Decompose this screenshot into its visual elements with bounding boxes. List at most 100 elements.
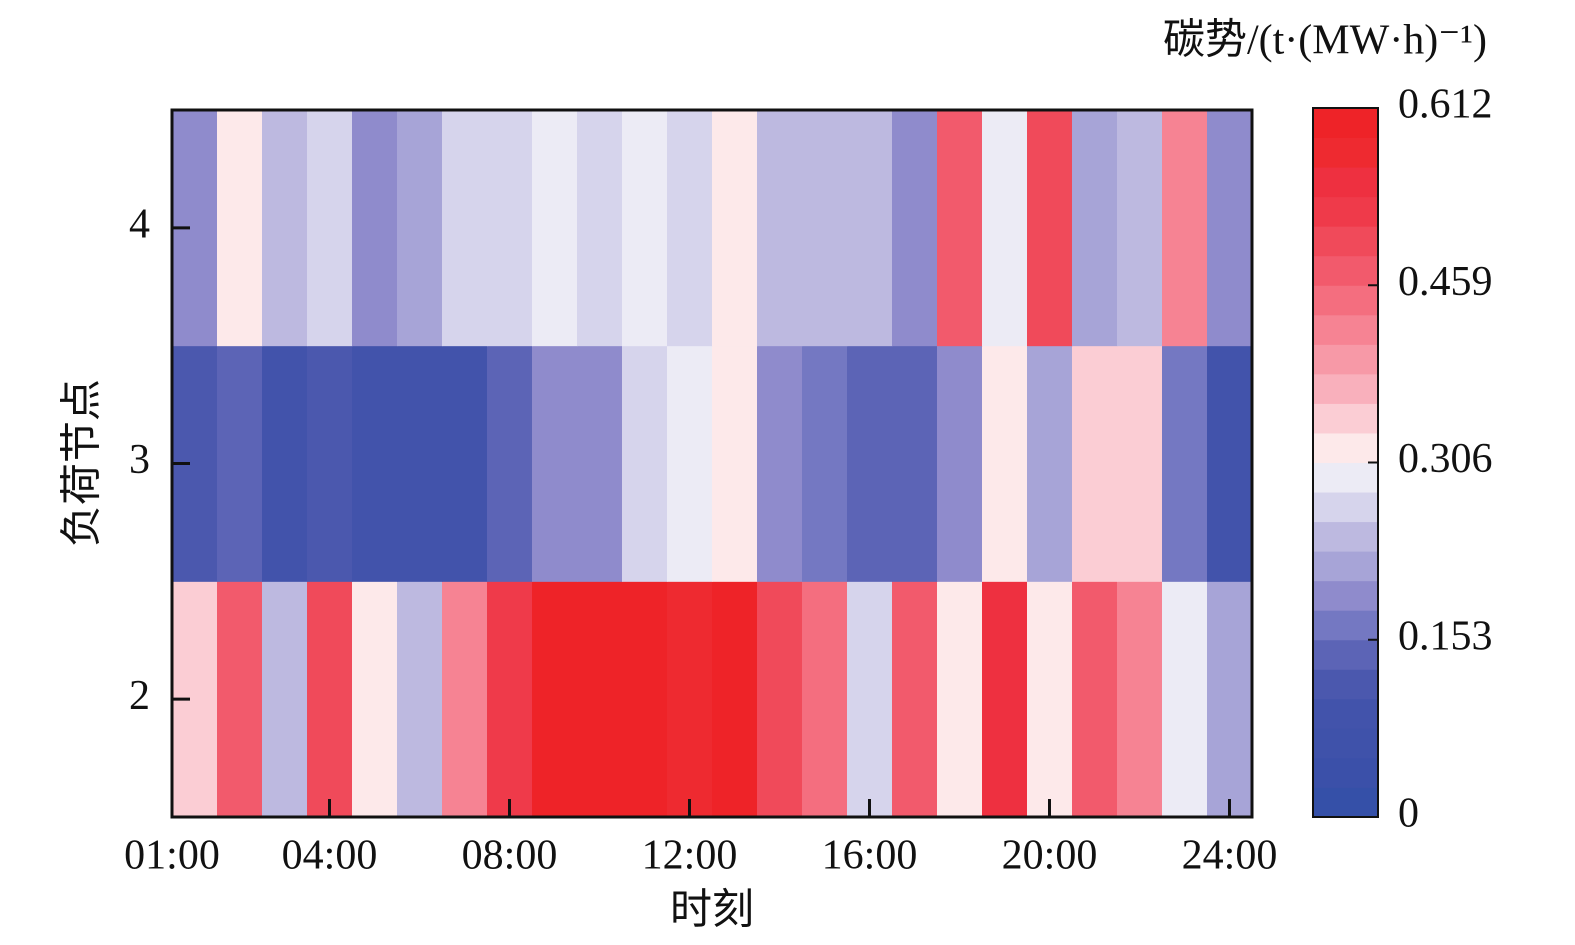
heatmap-cell	[667, 345, 713, 582]
heatmap-cell	[1162, 345, 1208, 582]
heatmap-cell	[802, 581, 848, 818]
colorbar-band	[1313, 521, 1378, 552]
colorbar-label: 碳势/(t·(MW·h)⁻¹)	[1163, 18, 1487, 64]
colorbar-band	[1313, 432, 1378, 463]
heatmap-cell	[1207, 581, 1253, 818]
x-axis-label: 时刻	[670, 888, 754, 934]
colorbar-band	[1313, 373, 1378, 404]
heatmap-cell	[982, 110, 1028, 347]
heatmap-cell	[307, 581, 353, 818]
colorbar-band	[1313, 196, 1378, 227]
heatmap-cell	[487, 345, 533, 582]
heatmap-cell	[307, 345, 353, 582]
heatmap-cell	[1117, 345, 1163, 582]
heatmap-cell	[217, 345, 263, 582]
y-axis-label: 负荷节点	[60, 379, 106, 547]
heatmap-cell	[1117, 581, 1163, 818]
colorbar-band	[1313, 108, 1378, 139]
heatmap-cell	[442, 110, 488, 347]
heatmap-cell	[487, 581, 533, 818]
colorbar-band	[1313, 787, 1378, 818]
heatmap-cell	[442, 581, 488, 818]
heatmap-cell	[1072, 345, 1118, 582]
colorbar-band	[1313, 137, 1378, 168]
colorbar-band	[1313, 403, 1378, 434]
heatmap-cell	[1072, 581, 1118, 818]
y-tick-label: 3	[129, 437, 150, 483]
heatmap-cell	[847, 581, 893, 818]
heatmap-cell	[847, 345, 893, 582]
x-tick-label: 16:00	[822, 833, 918, 879]
colorbar-band	[1313, 462, 1378, 493]
heatmap-cell	[532, 345, 578, 582]
colorbar-band	[1313, 285, 1378, 316]
heatmap-cell	[937, 581, 983, 818]
heatmap-cell	[532, 110, 578, 347]
heatmap-cell	[262, 345, 308, 582]
heatmap-cell	[757, 345, 803, 582]
x-tick-label: 24:00	[1182, 833, 1278, 879]
heatmap-cell	[802, 110, 848, 347]
colorbar-band	[1313, 610, 1378, 641]
heatmap-cell	[577, 345, 623, 582]
heatmap-cell	[1207, 110, 1253, 347]
heatmap-cell	[1072, 110, 1118, 347]
heatmap-cell	[892, 581, 938, 818]
heatmap-cell	[487, 110, 533, 347]
colorbar-tick-label: 0.306	[1398, 436, 1493, 482]
heatmap-cell	[622, 581, 668, 818]
heatmap-cell	[1162, 581, 1208, 818]
heatmap-cell	[262, 581, 308, 818]
heatmap-cell	[802, 345, 848, 582]
colorbar-band	[1313, 551, 1378, 582]
x-tick-label: 08:00	[462, 833, 558, 879]
heatmap-cell	[397, 110, 443, 347]
heatmap-cell	[757, 581, 803, 818]
heatmap-cell	[307, 110, 353, 347]
colorbar-tick-label: 0.459	[1398, 259, 1493, 305]
heatmap-cell	[1162, 110, 1208, 347]
heatmap-cell	[982, 581, 1028, 818]
colorbar-band	[1313, 580, 1378, 611]
heatmap-cell	[1027, 581, 1073, 818]
colorbar-band	[1313, 226, 1378, 257]
colorbar-band	[1313, 639, 1378, 670]
heatmap-cell	[397, 345, 443, 582]
heatmap-cell	[712, 110, 758, 347]
colorbar-band	[1313, 757, 1378, 788]
heatmap-cell	[937, 345, 983, 582]
y-tick-label: 4	[129, 201, 150, 247]
heatmap-cell	[1117, 110, 1163, 347]
colorbar-band	[1313, 492, 1378, 523]
colorbar-tick-label: 0.153	[1398, 613, 1493, 659]
heatmap-cell	[532, 581, 578, 818]
heatmap-cell	[622, 345, 668, 582]
heatmap-cell	[217, 581, 263, 818]
heatmap-cell	[712, 345, 758, 582]
x-tick-label: 12:00	[642, 833, 738, 879]
heatmap-cell	[442, 345, 488, 582]
heatmap-cell	[1207, 345, 1253, 582]
heatmap-cell	[1027, 345, 1073, 582]
colorbar-band	[1313, 669, 1378, 700]
heatmap-cell	[712, 581, 758, 818]
heatmap-cell	[667, 110, 713, 347]
colorbar-band	[1313, 255, 1378, 286]
heatmap-cell	[352, 345, 398, 582]
heatmap-cell	[217, 110, 263, 347]
heatmap-cell	[397, 581, 443, 818]
heatmap-cell	[622, 110, 668, 347]
colorbar-band	[1313, 167, 1378, 198]
heatmap-cell	[1027, 110, 1073, 347]
colorbar-band	[1313, 344, 1378, 375]
heatmap-cell	[847, 110, 893, 347]
colorbar-tick-label: 0.612	[1398, 82, 1493, 128]
heatmap-cell	[667, 581, 713, 818]
colorbar-band	[1313, 728, 1378, 759]
colorbar-tick-label: 0	[1398, 791, 1419, 837]
colorbar-band	[1313, 698, 1378, 729]
x-tick-label: 20:00	[1002, 833, 1098, 879]
x-tick-label: 04:00	[282, 833, 378, 879]
x-tick-label: 01:00	[124, 833, 220, 879]
